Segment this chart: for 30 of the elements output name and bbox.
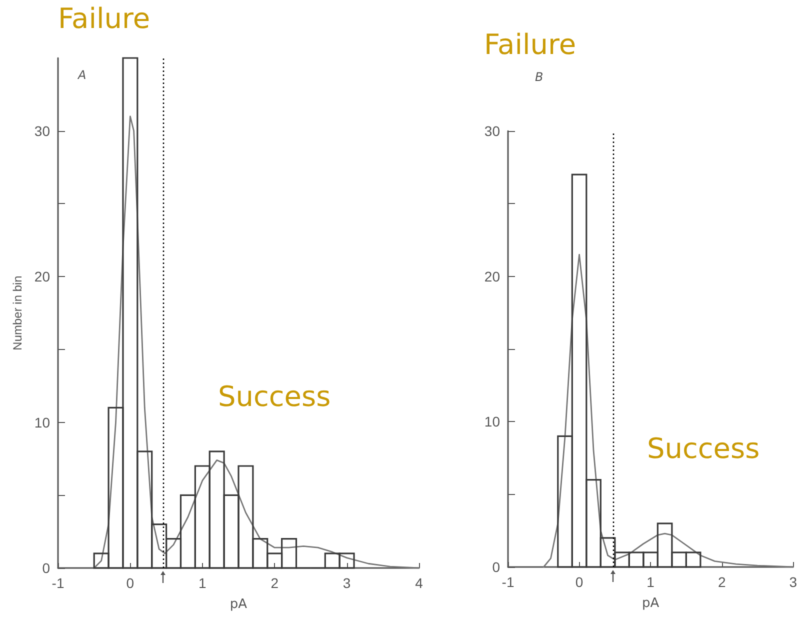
x-tick-label: -1 <box>502 574 514 590</box>
x-tick-label: 3 <box>342 575 351 591</box>
x-tick-label: 4 <box>415 575 424 591</box>
x-axis-title: pA <box>230 597 248 612</box>
annotation: Success <box>218 380 331 413</box>
line-series <box>542 254 794 568</box>
y-tick-label: 0 <box>42 560 50 576</box>
y-tick-label: 10 <box>484 414 500 430</box>
x-tick-label: 2 <box>270 575 279 591</box>
annotation: Success <box>647 432 760 465</box>
y-tick-label: 20 <box>34 268 50 285</box>
x-axis-title: pA <box>642 596 660 611</box>
text: Failure <box>58 2 150 35</box>
x-tick-label: 0 <box>575 574 584 590</box>
y-tick-label: 10 <box>34 414 50 430</box>
text: B <box>535 70 544 84</box>
x-tick-label: 1 <box>646 574 655 590</box>
x-tick-label: 1 <box>198 575 206 591</box>
line-series <box>93 116 420 569</box>
y-tick-label: 0 <box>492 559 500 575</box>
annotation: A <box>78 68 86 82</box>
y-axis-title: Number in bin <box>10 276 25 350</box>
y-tick-label: 30 <box>34 122 50 139</box>
y-tick-label: 30 <box>484 123 500 139</box>
x-tick-label: 0 <box>126 575 134 591</box>
text: Failure <box>484 28 576 61</box>
y-tick-label: 20 <box>484 268 500 284</box>
x-tick-label: 2 <box>718 574 726 590</box>
x-tick-label: 3 <box>789 574 798 590</box>
x-tick-label: -1 <box>52 575 64 591</box>
